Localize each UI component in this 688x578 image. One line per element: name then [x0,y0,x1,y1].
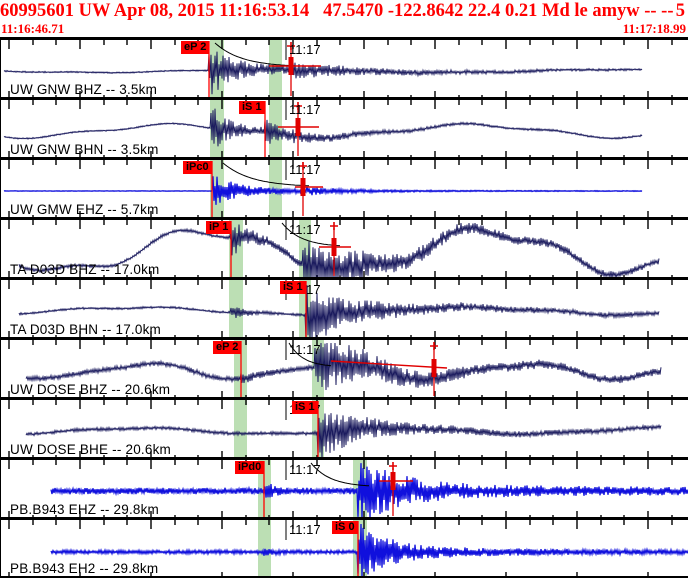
trace-panel-d03d-bhz[interactable]: iP 1 11:17 TA D03D BHZ -- 17.0km [1,217,688,277]
trace-panel-area: eP 2 11:17 UW GNW BHZ -- 3.5km iS 1 11:1… [0,37,688,578]
window-end-time: 11:17:18.99 [622,21,686,36]
event-pick-count: 5 [675,1,685,21]
station-label: UW DOSE BHE -- 20.6km [10,442,171,457]
trace-panel-gnw-bhz[interactable]: eP 2 11:17 UW GNW BHZ -- 3.5km [1,37,688,97]
phase-pick-label[interactable]: iS 1 [280,281,306,294]
trace-panel-d03d-bhn[interactable]: iS 1 11:17 TA D03D BHN -- 17.0km [1,277,688,337]
phase-pick-label[interactable]: eP 2 [181,41,210,54]
trace-panel-gnw-bhn[interactable]: iS 1 11:17 UW GNW BHN -- 3.5km [1,97,688,157]
minute-label: 11:17 [289,342,321,357]
station-label: UW GNW BHN -- 3.5km [10,142,159,157]
phase-pick-label[interactable]: iS 0 [332,521,358,534]
trace-panel-dose-bhe[interactable]: iS 1 11:17 UW DOSE BHE -- 20.6km [1,397,688,457]
station-label: PB.B943 EH2 -- 29.8km [10,561,159,576]
waveform-plot [8,520,688,576]
waveform-plot [8,400,673,457]
window-start-time: 11:16:46.71 [1,21,65,36]
phase-pick-label[interactable]: iS 1 [239,101,265,114]
phase-pick-label[interactable]: iS 1 [292,401,318,414]
phase-pick-label[interactable]: eP 2 [213,341,242,354]
event-summary-text: 60995601 UW Apr 08, 2015 11:16:53.14 47.… [0,1,674,21]
station-label: PB.B943 EHZ -- 29.8km [10,502,160,517]
waveform-plot [8,460,688,517]
station-label: TA D03D BHZ -- 17.0km [10,262,160,277]
minute-label: 11:17 [289,222,321,237]
minute-label: 11:17 [289,102,321,117]
trace-panel-b943-eh2[interactable]: iS 0 11:17 PB.B943 EH2 -- 29.8km [1,517,688,578]
trace-panel-b943-ehz[interactable]: iPd0 11:17 PB.B943 EHZ -- 29.8km [1,457,688,517]
phase-pick-label[interactable]: iPd0 [235,461,265,474]
waveform-plot [8,280,673,337]
minute-label: 11:17 [289,162,321,177]
station-label: UW GNW BHZ -- 3.5km [10,82,158,97]
minute-label: 11:17 [289,42,321,57]
station-label: UW GMW EHZ -- 5.7km [10,202,159,217]
waveform-plot [3,40,673,97]
waveform-plot [8,220,673,277]
station-label: UW DOSE BHZ -- 20.6km [10,382,171,397]
time-window-bar: 11:16:46.71 11:17:18.99 [0,22,688,37]
waveform-plot [3,160,673,217]
waveform-plot [3,100,673,157]
event-summary-bar: 60995601 UW Apr 08, 2015 11:16:53.14 47.… [0,0,688,23]
station-label: TA D03D BHN -- 17.0km [10,322,161,337]
phase-pick-label[interactable]: iP 1 [206,221,232,234]
minute-label: 11:17 [289,462,321,477]
phase-pick-label[interactable]: iPc0 [183,161,212,174]
minute-label: 11:17 [289,522,321,537]
trace-panel-dose-bhz[interactable]: eP 2 11:17 UW DOSE BHZ -- 20.6km [1,337,688,397]
trace-panel-gmw-ehz[interactable]: iPc0 11:17 UW GMW EHZ -- 5.7km [1,157,688,217]
waveform-plot [8,340,673,397]
